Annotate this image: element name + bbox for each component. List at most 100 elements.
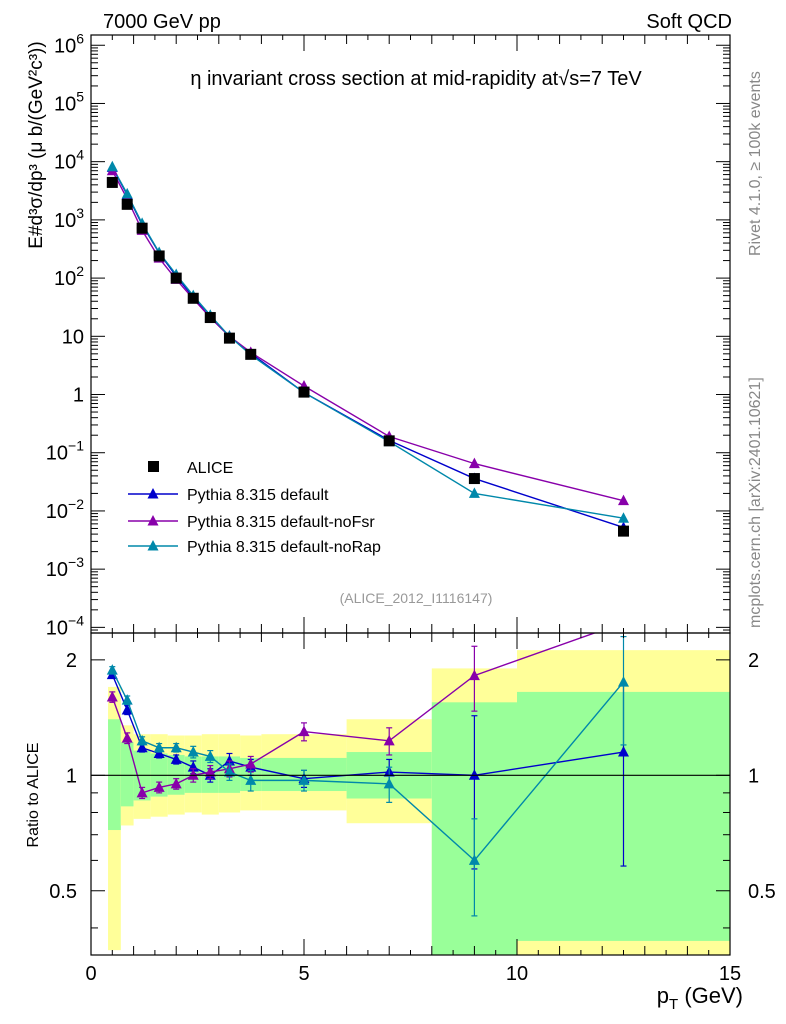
y-tick-label: 106: [54, 30, 84, 57]
ratio-point: [204, 750, 216, 761]
main-ylabel: E#d³σ/dp³ (μ b/(GeV²c³)): [26, 41, 47, 248]
ratio-point: [170, 777, 182, 789]
ratio-point: [170, 753, 182, 764]
legend-label: ALICE: [187, 460, 233, 477]
ratio-bands: [108, 650, 730, 955]
y-tick-label: 0.5: [49, 881, 77, 903]
data-point: [298, 386, 310, 398]
y-tick-label-right: 1: [748, 765, 759, 787]
ratio-point: [204, 766, 216, 777]
ratio-ylabel: Ratio to ALICE: [25, 743, 42, 848]
data-point: [153, 250, 165, 262]
legend: ALICE Pythia 8.315 default Pythia 8.315 de…: [128, 460, 381, 556]
ratio-line: [111, 633, 597, 794]
ratio-point: [468, 769, 480, 780]
ratio-point: [223, 754, 235, 766]
ratio-point: [153, 781, 165, 792]
header-left: 7000 GeV pp: [103, 11, 221, 33]
y-tick-label: 10−1: [46, 438, 84, 465]
ratio-axes: 0.5 0.5 1 1 2 2 0 5 10 15: [49, 633, 776, 985]
y-tick-label-right: 2: [748, 650, 759, 672]
x-tick-label: 5: [298, 963, 309, 985]
ratio-marks: [106, 633, 629, 917]
y-tick-label: 105: [54, 88, 84, 115]
ratio-point: [121, 732, 133, 743]
data-point: [187, 292, 199, 304]
data-point: [223, 332, 235, 344]
y-tick-label: 10−3: [46, 554, 84, 581]
y-tick-label-right: 0.5: [748, 881, 776, 903]
header-right: Soft QCD: [646, 11, 732, 33]
ratio-point: [106, 664, 118, 675]
ratio-point: [121, 694, 133, 705]
ratio-point: [298, 725, 310, 737]
data-point: [468, 473, 480, 485]
legend-marker: [148, 461, 159, 472]
y-tick-label: 2: [66, 650, 77, 672]
ratio-point: [187, 769, 199, 780]
ratio-point: [618, 746, 629, 757]
main-title: η invariant cross section at mid-rapidit…: [190, 68, 642, 90]
series-line: [111, 170, 624, 502]
uncertainty-band-inner: [120, 742, 134, 807]
ratio-point: [468, 669, 480, 681]
legend-marker: [147, 515, 159, 526]
mc-point: [618, 512, 629, 523]
data-point: [204, 312, 216, 324]
x-tick-label: 15: [719, 963, 741, 985]
y-tick-label: 104: [54, 147, 84, 174]
legend-label: Pythia 8.315 default-noFsr: [187, 514, 375, 531]
legend-marker: [147, 540, 159, 551]
mc-point: [468, 487, 480, 498]
ratio-point: [121, 704, 133, 715]
ratio-series-group: [106, 633, 629, 917]
legend-marker: [147, 488, 159, 499]
data-point: [618, 525, 629, 537]
data-point: [136, 222, 148, 234]
ratio-point: [153, 747, 165, 758]
mc-point: [618, 494, 629, 506]
y-tick-label: 103: [54, 205, 84, 232]
y-tick-label: 10−4: [46, 612, 84, 639]
data-point: [106, 176, 118, 188]
mcplots-note: mcplots.cern.ch [arXiv:2401.10621]: [747, 377, 764, 628]
ratio-point: [298, 774, 310, 785]
ratio-panel: 0.5 0.5 1 1 2 2 0 5 10 15 Ratio to ALICE pT (GeV): [25, 632, 776, 1013]
ratio-point: [106, 691, 118, 702]
legend-label: Pythia 8.315 default: [187, 487, 329, 504]
x-tick-label: 0: [85, 963, 96, 985]
ratio-point: [223, 766, 235, 777]
x-tick-label: 10: [506, 963, 528, 985]
mc-point: [121, 187, 133, 199]
data-point: [383, 435, 395, 447]
y-tick-label: 1: [66, 765, 77, 787]
x-axis-label: pT (GeV): [657, 983, 743, 1013]
y-tick-label: 1: [73, 385, 84, 407]
y-tick-label: 10: [62, 326, 84, 348]
ratio-point: [187, 746, 199, 757]
rivet-note: Rivet 4.1.0, ≥ 100k events: [747, 71, 764, 256]
legend-label: Pythia 8.315 default-noRap: [187, 539, 381, 556]
analysis-tag: (ALICE_2012_I1116147): [340, 590, 493, 606]
data-point: [245, 348, 257, 360]
y-tick-label: 102: [54, 263, 84, 290]
ratio-point: [136, 741, 148, 753]
ratio-point: [136, 786, 148, 798]
main-marks: [106, 160, 629, 537]
mc-point: [468, 457, 480, 469]
ratio-point: [383, 734, 395, 746]
ratio-point: [245, 774, 257, 785]
ratio-point: [136, 734, 148, 746]
ratio-point: [383, 777, 395, 789]
ratio-point: [245, 758, 257, 769]
ratio-point: [618, 676, 629, 687]
data-point: [170, 272, 182, 284]
uncertainty-band-inner: [108, 719, 121, 831]
ratio-point: [170, 741, 182, 753]
ratio-point: [153, 741, 165, 753]
mc-point: [106, 160, 118, 172]
data-point: [121, 198, 133, 210]
